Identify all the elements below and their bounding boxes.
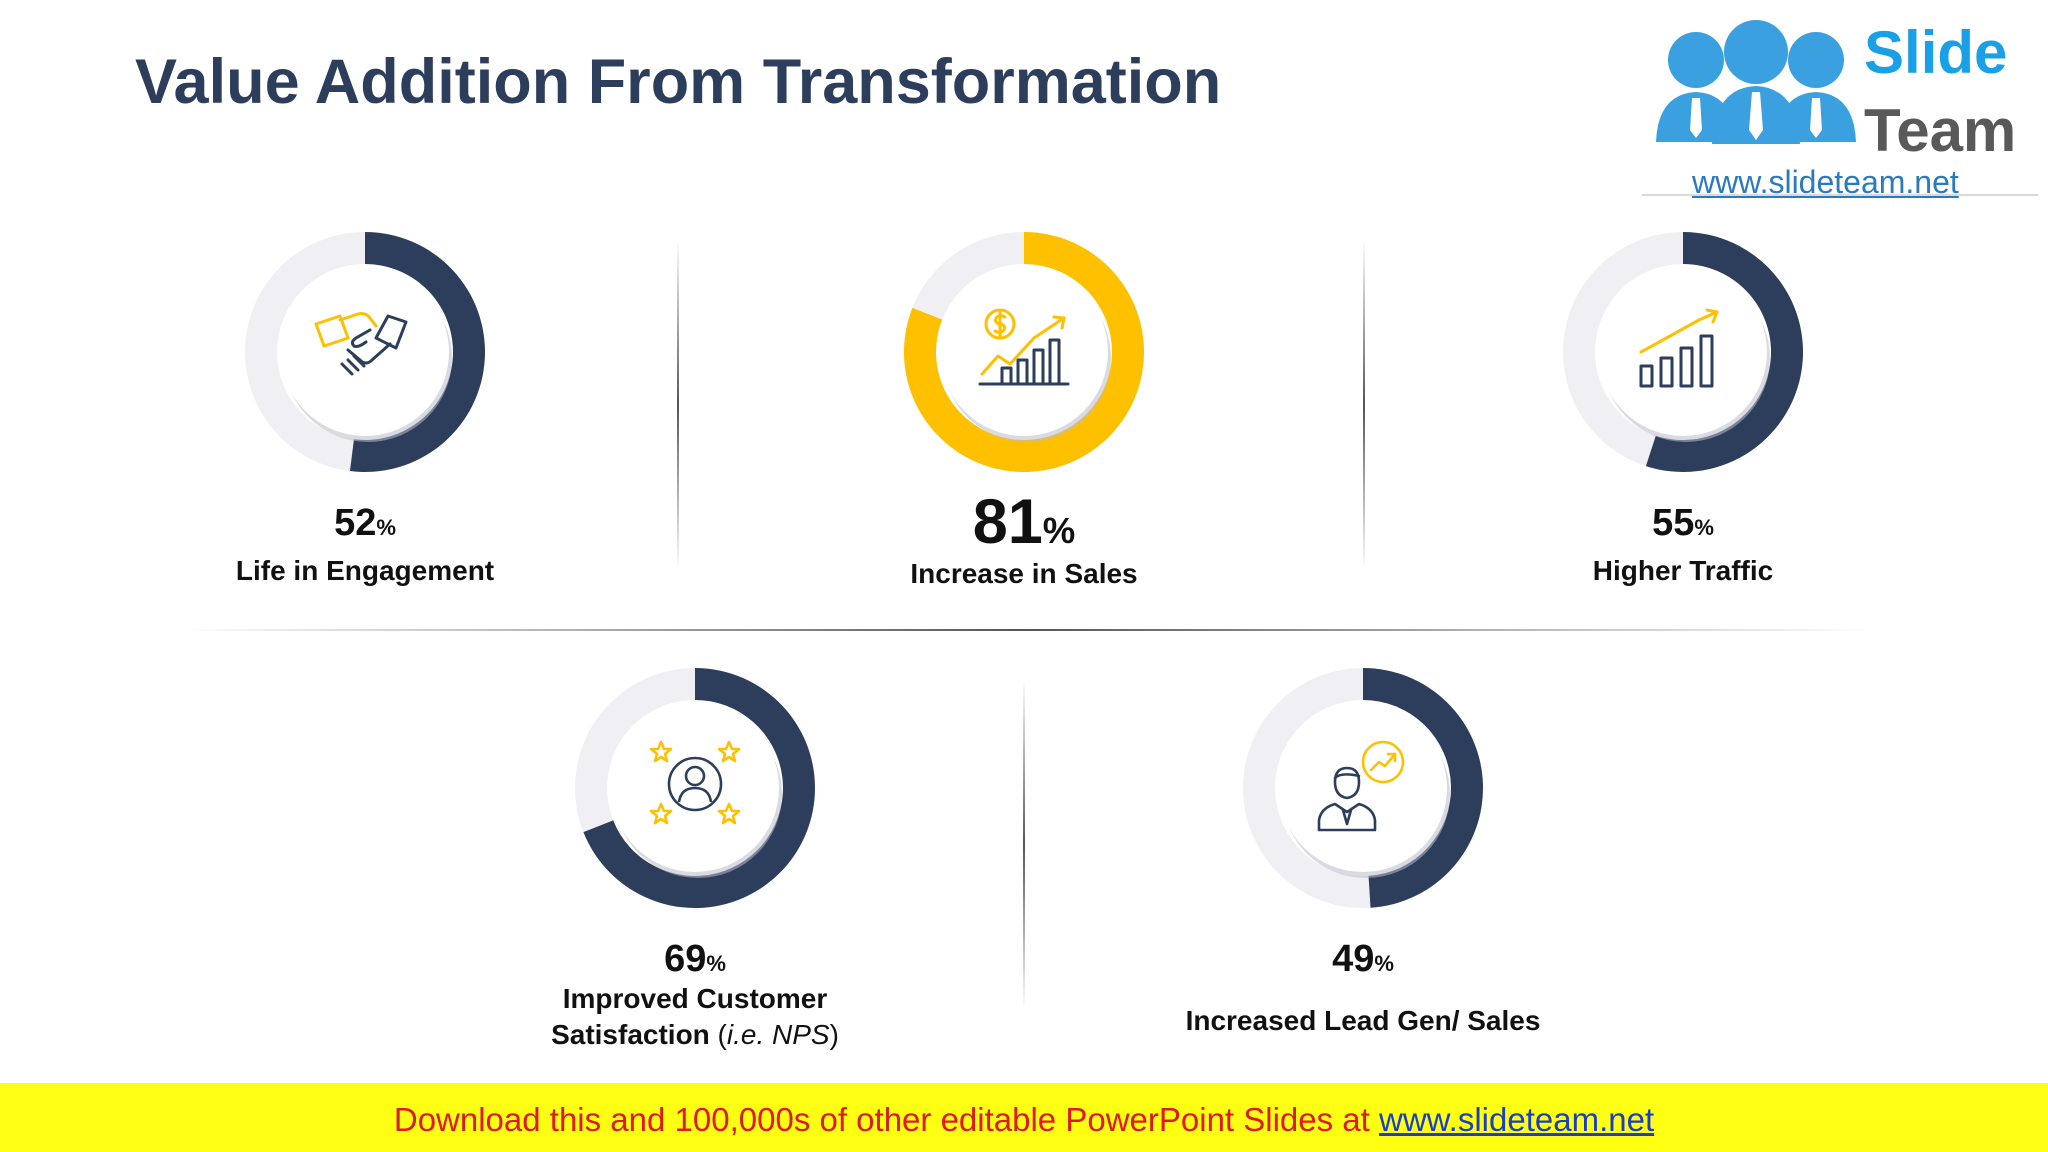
metric-percent: 81%: [814, 486, 1234, 558]
metric-value: 49: [1332, 938, 1375, 980]
percent-sign: %: [376, 515, 396, 540]
divider-vertical-2: [1363, 240, 1365, 570]
metric-label: Life in Engagement: [235, 555, 495, 586]
donut-value-arc: [1363, 668, 1484, 908]
percent-sign: %: [1374, 951, 1394, 976]
metric-higher-traffic: 55% Higher Traffic: [1473, 222, 1893, 589]
metric-value: 55: [1652, 502, 1695, 544]
label-bold-part: Satisfaction: [551, 1019, 710, 1050]
donut-inner-disc: [1599, 268, 1767, 436]
metric-customer-satisfaction: 69% Improved Customer Satisfaction (i.e.…: [485, 658, 905, 1053]
label-italic-part: i.e. NPS: [726, 1019, 830, 1050]
divider-horizontal: [180, 629, 1870, 631]
metric-percent: 52%: [155, 502, 575, 545]
percent-sign: %: [706, 951, 726, 976]
donut-chart: [245, 232, 485, 472]
label-paren-close: ): [829, 1019, 839, 1050]
handshake-icon: [314, 312, 408, 376]
metric-increase-in-sales: 81% Increase in Sales: [814, 222, 1234, 592]
metric-value: 69: [664, 938, 707, 980]
metric-percent: 49%: [1153, 938, 1573, 981]
metric-label: Increase in Sales: [910, 558, 1138, 589]
divider-vertical-1: [677, 240, 679, 570]
metric-label-line2: Satisfaction (i.e. NPS): [485, 1017, 905, 1053]
donut-inner-disc: [281, 268, 449, 436]
lead-gen-person-icon: [1317, 740, 1405, 832]
logo-word-team: Team: [1864, 97, 2017, 164]
customer-rating-icon: [649, 740, 741, 825]
label-paren-open: (: [709, 1019, 727, 1050]
metric-value: 52: [334, 502, 377, 544]
metric-label: Higher Traffic: [1592, 555, 1774, 586]
slideteam-logo[interactable]: Slide Team www.slideteam.net: [1640, 0, 2038, 200]
donut-chart: [904, 232, 1144, 473]
metric-percent: 69%: [485, 938, 905, 981]
percent-sign: %: [1042, 510, 1076, 551]
metric-percent: 55%: [1473, 502, 1893, 545]
logo-underline: [1642, 194, 2038, 196]
bar-chart-up-icon: [1639, 308, 1719, 388]
banner-text: Download this and 100,000s of other edit…: [0, 1101, 2048, 1139]
metric-label-line1: Improved Customer: [562, 983, 828, 1014]
percent-sign: %: [1694, 515, 1714, 540]
logo-word-slide: Slide: [1864, 19, 2008, 86]
banner-link[interactable]: www.slideteam.net: [1379, 1101, 1655, 1138]
metric-lead-gen: 49% Increased Lead Gen/ Sales: [1153, 658, 1573, 1039]
donut-chart: [1563, 232, 1803, 472]
banner-message: Download this and 100,000s of other edit…: [393, 1101, 1379, 1138]
donut-inner-disc: [940, 268, 1108, 436]
metric-life-in-engagement: 52% Life in Engagement: [155, 222, 575, 589]
metric-value: 81: [972, 487, 1043, 557]
slide-title: Value Addition From Transformation: [135, 47, 1222, 117]
people-logo-icon: [1656, 20, 1856, 144]
divider-vertical-3: [1023, 680, 1025, 1010]
sales-growth-icon: [978, 308, 1070, 386]
metric-label: Increased Lead Gen/ Sales: [1185, 1005, 1541, 1036]
donut-value-arc: [1645, 232, 1803, 472]
download-banner: Download this and 100,000s of other edit…: [0, 1083, 2048, 1152]
metric-label: Improved Customer Satisfaction (i.e. NPS…: [485, 981, 905, 1053]
donut-value-arc: [349, 232, 485, 472]
